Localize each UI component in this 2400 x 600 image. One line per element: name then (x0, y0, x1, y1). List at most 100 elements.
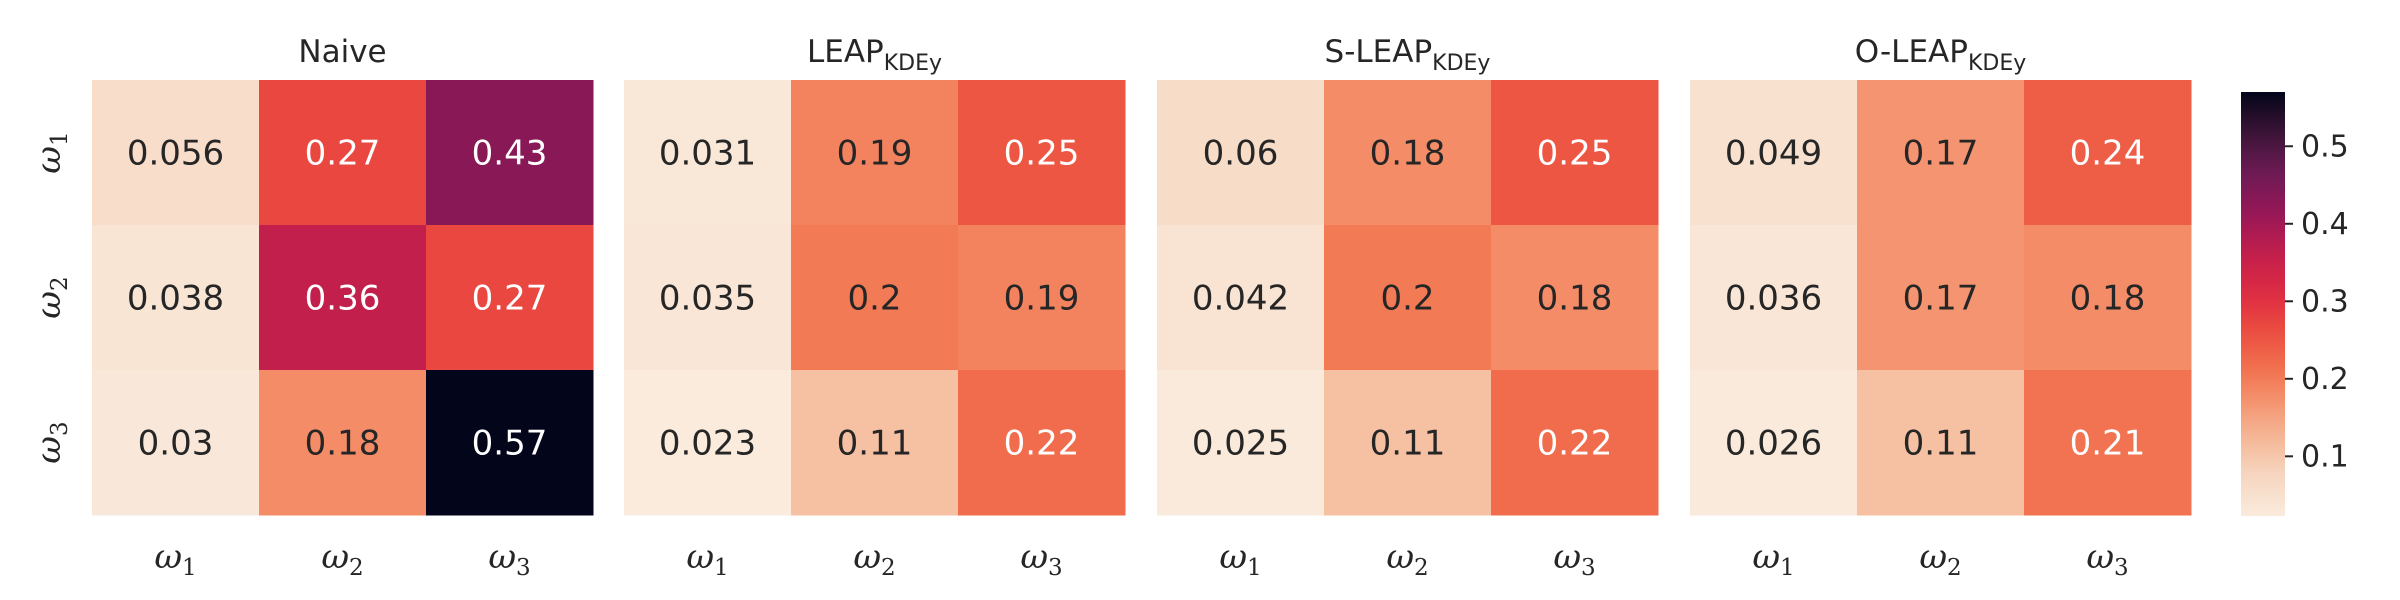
heatmap-cell (1324, 225, 1492, 371)
cell-value-label: 0.19 (1004, 279, 1080, 319)
colorbar-tick-label: 0.5 (2301, 129, 2349, 164)
cell-value-label: 0.36 (305, 279, 381, 319)
x-tick-label: ω3 (2086, 537, 2128, 581)
cell-value-label: 0.17 (1903, 134, 1979, 174)
heatmap-cell (958, 80, 1126, 226)
cell-value-label: 0.18 (1537, 279, 1613, 319)
heatmap-cell (791, 225, 959, 371)
colorbar-tick-label: 0.2 (2301, 362, 2349, 397)
heatmap-cell (1857, 80, 2025, 226)
heatmap-cell (2024, 80, 2192, 226)
heatmap-cell (1324, 80, 1492, 226)
cell-value-label: 0.19 (837, 134, 913, 174)
cell-value-label: 0.031 (659, 134, 756, 174)
cell-value-label: 0.2 (847, 279, 901, 319)
panel-title: LEAPKDEy (807, 34, 942, 76)
cell-value-label: 0.06 (1203, 134, 1279, 174)
heatmap-cell (1324, 370, 1492, 516)
heatmap-cell (92, 370, 260, 516)
heatmap-cell (791, 80, 959, 226)
cell-value-label: 0.035 (659, 279, 756, 319)
cell-value-label: 0.21 (2070, 424, 2146, 464)
cell-value-label: 0.038 (127, 279, 224, 319)
heatmap-cell (624, 370, 792, 516)
x-tick-label: ω1 (154, 537, 196, 581)
cell-value-label: 0.11 (1370, 424, 1446, 464)
panel-title: O-LEAPKDEy (1855, 34, 2027, 76)
cell-value-label: 0.036 (1725, 279, 1822, 319)
heatmap-cell (92, 225, 260, 371)
y-tick-label: ω2 (29, 276, 73, 318)
heatmap-cell (2024, 370, 2192, 516)
y-tick-label: ω3 (29, 421, 73, 463)
heatmap-cell (2024, 225, 2192, 371)
heatmap-cell (958, 225, 1126, 371)
x-tick-label: ω1 (686, 537, 728, 581)
x-tick-label: ω3 (1020, 537, 1062, 581)
heatmap-cell (1157, 80, 1325, 226)
cell-value-label: 0.2 (1380, 279, 1434, 319)
cell-value-label: 0.18 (305, 424, 381, 464)
colorbar-tick-label: 0.1 (2301, 439, 2349, 474)
x-tick-label: ω2 (321, 537, 363, 581)
x-tick-label: ω3 (1553, 537, 1595, 581)
heatmap-panel-3: S-LEAPKDEy 0.06 0.18 0.25 0.042 0.2 0.18 0.025 0… (1157, 34, 1659, 581)
x-tick-label: ω3 (488, 537, 530, 581)
heatmap-cell (791, 370, 959, 516)
cell-value-label: 0.18 (1370, 134, 1446, 174)
cell-value-label: 0.24 (2070, 134, 2146, 174)
cell-value-label: 0.023 (659, 424, 756, 464)
panel-title: S-LEAPKDEy (1325, 34, 1491, 76)
x-tick-label: ω2 (853, 537, 895, 581)
heatmap-cell (259, 225, 427, 371)
heatmap-cell (1491, 370, 1659, 516)
heatmap-cell (426, 80, 594, 226)
y-tick-label: ω1 (29, 131, 73, 173)
cell-value-label: 0.056 (127, 134, 224, 174)
heatmap-cell (958, 370, 1126, 516)
heatmap-cell (92, 80, 260, 226)
cell-value-label: 0.049 (1725, 134, 1822, 174)
heatmap-cell (1157, 225, 1325, 371)
heatmap-cell (624, 225, 792, 371)
heatmap-panel-2: LEAPKDEy 0.031 0.19 0.25 0.035 0.2 0.19 0.023 0.… (624, 34, 1126, 581)
cell-value-label: 0.25 (1004, 134, 1080, 174)
heatmap-cell (1690, 225, 1858, 371)
heatmap-cell (624, 80, 792, 226)
panel-title: Naive (298, 34, 386, 70)
cell-value-label: 0.025 (1192, 424, 1289, 464)
heatmap-cell (1690, 80, 1858, 226)
heatmap-cell (426, 370, 594, 516)
heatmap-cell (259, 370, 427, 516)
cell-value-label: 0.25 (1537, 134, 1613, 174)
colorbar: 0.1 0.2 0.3 0.4 0.5 (2241, 92, 2349, 516)
cell-value-label: 0.026 (1725, 424, 1822, 464)
heatmap-cell (426, 225, 594, 371)
cell-value-label: 0.22 (1537, 424, 1613, 464)
cell-value-label: 0.042 (1192, 279, 1289, 319)
heatmap-cell (259, 80, 427, 226)
cell-value-label: 0.18 (2070, 279, 2146, 319)
heatmap-panel-1: Naive 0.056 0.27 0.43 0.038 0.36 0.27 0.03 0.18 0… (92, 34, 594, 581)
cell-value-label: 0.22 (1004, 424, 1080, 464)
cell-value-label: 0.11 (837, 424, 913, 464)
x-tick-label: ω2 (1919, 537, 1961, 581)
x-tick-label: ω1 (1752, 537, 1794, 581)
cell-value-label: 0.27 (472, 279, 548, 319)
heatmap-cell (1690, 370, 1858, 516)
colorbar-gradient (2241, 92, 2285, 516)
cell-value-label: 0.27 (305, 134, 381, 174)
heatmap-cell (1157, 370, 1325, 516)
colorbar-tick-label: 0.3 (2301, 284, 2349, 319)
heatmap-cell (1857, 225, 2025, 371)
cell-value-label: 0.11 (1903, 424, 1979, 464)
heatmap-cell (1491, 80, 1659, 226)
x-tick-label: ω1 (1219, 537, 1261, 581)
cell-value-label: 0.17 (1903, 279, 1979, 319)
colorbar-tick-label: 0.4 (2301, 207, 2349, 242)
heatmap-cell (1491, 225, 1659, 371)
x-tick-label: ω2 (1386, 537, 1428, 581)
cell-value-label: 0.43 (472, 134, 548, 174)
heatmap-panel-4: O-LEAPKDEy 0.049 0.17 0.24 0.036 0.17 0.18 0.02… (1690, 34, 2192, 581)
